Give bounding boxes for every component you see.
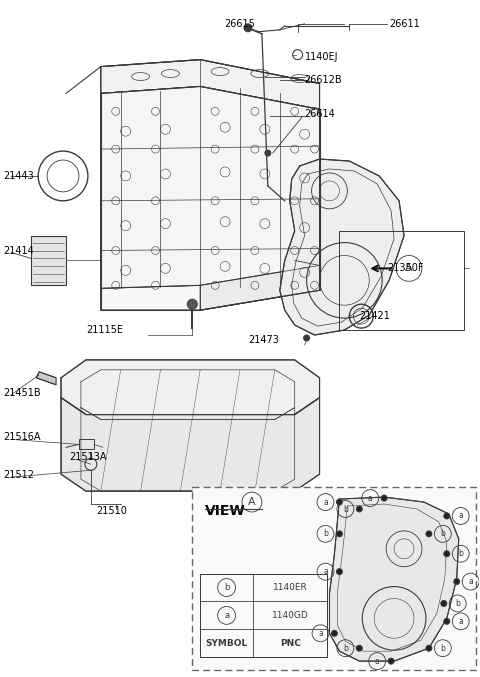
Polygon shape [31, 236, 66, 285]
Text: a: a [468, 577, 473, 586]
Circle shape [441, 600, 447, 607]
Circle shape [336, 569, 342, 575]
Text: VIEW: VIEW [205, 504, 246, 518]
Circle shape [388, 658, 394, 664]
Text: a: a [318, 629, 323, 638]
Text: 1140EJ: 1140EJ [305, 51, 338, 62]
Text: b: b [323, 529, 328, 538]
Text: A: A [405, 263, 413, 274]
Circle shape [426, 531, 432, 537]
Bar [79, 439, 94, 450]
Polygon shape [61, 360, 320, 414]
Text: 26611: 26611 [389, 19, 420, 29]
Text: 1140GD: 1140GD [272, 611, 309, 620]
Circle shape [444, 513, 450, 519]
Text: 1140ER: 1140ER [273, 583, 308, 592]
Text: b: b [456, 599, 460, 608]
Text: 21513A: 21513A [69, 452, 107, 462]
Text: 21510: 21510 [96, 506, 127, 516]
Text: a: a [458, 617, 463, 626]
Text: b: b [343, 504, 348, 514]
Text: 21115E: 21115E [86, 325, 123, 335]
Circle shape [444, 551, 450, 556]
Text: a: a [224, 611, 229, 620]
Text: b: b [440, 644, 445, 653]
Polygon shape [61, 397, 320, 491]
Text: a: a [458, 511, 463, 521]
Bar [192, 487, 476, 670]
Text: A: A [248, 497, 256, 507]
Circle shape [381, 495, 387, 501]
Polygon shape [280, 159, 404, 335]
Text: 21473: 21473 [248, 335, 279, 345]
Polygon shape [101, 265, 320, 310]
Text: b: b [343, 644, 348, 653]
Circle shape [336, 531, 342, 537]
Text: 21451B: 21451B [3, 388, 41, 397]
Polygon shape [36, 372, 56, 385]
Text: 21443: 21443 [3, 171, 34, 181]
Circle shape [265, 150, 271, 156]
Polygon shape [101, 87, 200, 310]
Circle shape [304, 335, 310, 341]
Text: 26612B: 26612B [305, 74, 342, 85]
Polygon shape [200, 87, 320, 310]
Circle shape [426, 645, 432, 651]
Text: b: b [440, 529, 445, 538]
Bar [339, 231, 464, 330]
Text: 26614: 26614 [305, 109, 336, 119]
Text: 21516A: 21516A [3, 433, 41, 443]
Polygon shape [101, 87, 320, 288]
Text: b: b [458, 549, 463, 559]
Text: a: a [368, 494, 372, 502]
Text: b: b [224, 583, 229, 592]
Text: a: a [375, 657, 380, 665]
Text: 21414: 21414 [3, 246, 34, 255]
Circle shape [356, 506, 362, 512]
Circle shape [332, 630, 337, 636]
Circle shape [187, 299, 197, 309]
Text: PNC: PNC [280, 638, 300, 648]
Text: a: a [323, 567, 328, 576]
Polygon shape [329, 497, 459, 661]
Circle shape [356, 645, 362, 651]
Circle shape [454, 579, 460, 584]
Text: 26615: 26615 [224, 19, 255, 29]
Polygon shape [101, 60, 320, 109]
Text: a: a [323, 498, 328, 506]
Text: 21421: 21421 [360, 311, 390, 321]
Circle shape [336, 499, 342, 505]
Text: SYMBOL: SYMBOL [205, 638, 248, 648]
Text: 21350F: 21350F [387, 263, 424, 274]
Text: 21512: 21512 [3, 471, 35, 480]
Bar [200, 573, 327, 657]
Circle shape [444, 618, 450, 624]
Circle shape [244, 24, 252, 32]
